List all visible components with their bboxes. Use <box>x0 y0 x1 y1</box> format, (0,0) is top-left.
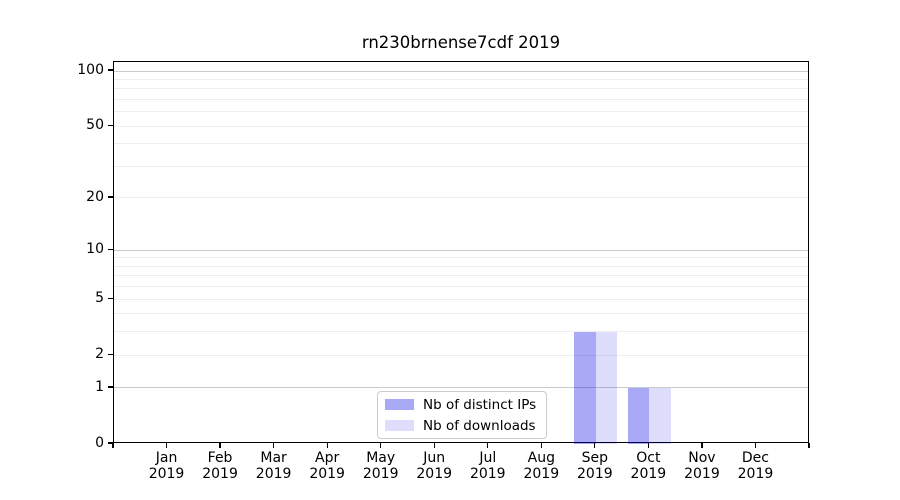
x-tick-label: Sep 2019 <box>577 450 613 482</box>
x-axis-tick <box>380 443 382 448</box>
minor-gridline <box>114 286 808 288</box>
y-axis-tick <box>108 353 113 355</box>
x-tick-label: Jun 2019 <box>416 450 453 482</box>
y-axis-tick <box>108 196 113 198</box>
x-tick-label: Apr 2019 <box>309 450 345 482</box>
x-axis-tick <box>808 443 810 448</box>
x-tick-label: Feb 2019 <box>202 450 238 482</box>
legend-label-distinct-ips: Nb of distinct IPs <box>423 396 537 413</box>
x-axis-tick <box>112 443 114 448</box>
x-axis-tick <box>701 443 703 448</box>
minor-gridline <box>114 143 808 145</box>
x-tick-label: Dec 2019 <box>737 450 774 482</box>
y-axis-tick <box>108 442 113 444</box>
major-gridline <box>114 387 808 389</box>
x-tick-label: Nov 2019 <box>684 450 720 482</box>
y-tick-label: 0 <box>95 435 104 451</box>
minor-gridline <box>114 111 808 113</box>
minor-gridline <box>114 331 808 333</box>
bar-distinct-ips-sep <box>574 331 596 444</box>
x-axis-tick <box>165 443 168 448</box>
x-axis-tick <box>326 443 328 448</box>
y-tick-label: 10 <box>86 241 104 258</box>
y-axis-tick <box>108 124 113 126</box>
minor-gridline <box>114 257 808 259</box>
x-axis-tick <box>487 443 489 448</box>
x-axis-tick <box>272 443 275 448</box>
x-tick-label: Mar 2019 <box>255 450 292 482</box>
y-axis-tick <box>108 69 113 71</box>
major-gridline <box>114 249 808 251</box>
y-tick-label: 50 <box>86 117 104 134</box>
minor-gridline <box>114 197 808 199</box>
minor-gridline <box>114 99 808 101</box>
bar-downloads-oct <box>649 387 671 444</box>
y-tick-label: 5 <box>95 290 104 307</box>
y-axis-tick <box>108 386 113 388</box>
x-axis-tick <box>594 443 596 448</box>
minor-gridline <box>114 166 808 167</box>
y-tick-label: 20 <box>86 188 104 205</box>
legend-entry-distinct-ips: Nb of distinct IPs <box>385 396 536 413</box>
x-axis-tick <box>647 443 650 448</box>
bar-downloads-sep <box>595 331 618 444</box>
minor-gridline <box>114 125 808 127</box>
major-gridline <box>114 70 808 72</box>
x-tick-label: Aug 2019 <box>523 450 560 482</box>
plot-area <box>113 61 809 444</box>
x-tick-label: Jan 2019 <box>148 450 185 482</box>
minor-gridline <box>114 78 808 80</box>
minor-gridline <box>114 275 808 277</box>
y-tick-label: 1 <box>95 378 104 395</box>
minor-gridline <box>114 88 808 90</box>
legend-swatch-distinct-ips <box>385 399 414 410</box>
x-tick-label: Jul 2019 <box>469 450 506 482</box>
chart-title: rn230brnense7cdf 2019 <box>361 33 561 52</box>
legend-label-downloads: Nb of downloads <box>423 417 536 434</box>
bar-distinct-ips-oct <box>627 387 650 444</box>
minor-gridline <box>114 298 808 300</box>
x-axis-tick <box>754 443 757 448</box>
x-tick-label: May 2019 <box>362 450 399 482</box>
x-axis-tick <box>433 443 435 448</box>
legend-swatch-downloads <box>385 420 414 431</box>
y-axis-tick <box>108 248 113 250</box>
legend-entry-downloads: Nb of downloads <box>385 417 536 434</box>
y-tick-label: 100 <box>77 62 104 79</box>
x-tick-label: Oct 2019 <box>630 450 667 482</box>
minor-gridline <box>114 354 808 356</box>
minor-gridline <box>114 313 808 315</box>
minor-gridline <box>114 265 808 267</box>
x-axis-tick <box>540 443 542 448</box>
y-tick-label: 2 <box>95 346 104 363</box>
x-axis-tick <box>219 443 221 448</box>
legend: Nb of distinct IPs Nb of downloads <box>377 391 548 439</box>
y-axis-tick <box>108 297 113 299</box>
